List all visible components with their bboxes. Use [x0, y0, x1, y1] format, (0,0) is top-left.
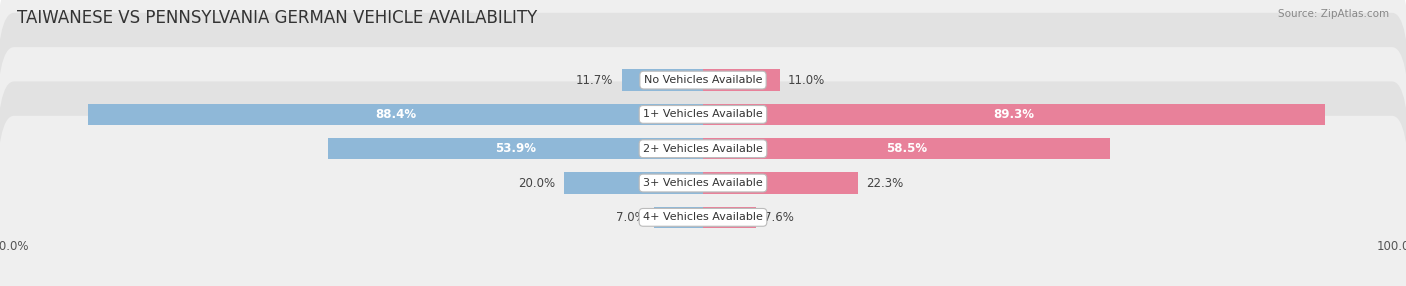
Text: 2+ Vehicles Available: 2+ Vehicles Available — [643, 144, 763, 154]
Text: 88.4%: 88.4% — [375, 108, 416, 121]
Text: 22.3%: 22.3% — [866, 176, 904, 190]
Bar — [87, 104, 703, 125]
Text: 3+ Vehicles Available: 3+ Vehicles Available — [643, 178, 763, 188]
Bar — [703, 104, 1324, 125]
FancyBboxPatch shape — [0, 13, 1406, 216]
Text: TAIWANESE VS PENNSYLVANIA GERMAN VEHICLE AVAILABILITY: TAIWANESE VS PENNSYLVANIA GERMAN VEHICLE… — [17, 9, 537, 27]
Bar — [703, 138, 1111, 159]
Bar — [703, 172, 858, 194]
Text: 11.0%: 11.0% — [787, 74, 825, 87]
FancyBboxPatch shape — [0, 0, 1406, 182]
Text: 11.7%: 11.7% — [576, 74, 613, 87]
Bar — [621, 69, 703, 91]
Bar — [654, 207, 703, 228]
Text: 4+ Vehicles Available: 4+ Vehicles Available — [643, 212, 763, 222]
Text: 53.9%: 53.9% — [495, 142, 536, 155]
Text: 89.3%: 89.3% — [993, 108, 1035, 121]
Text: 1+ Vehicles Available: 1+ Vehicles Available — [643, 110, 763, 119]
Text: 7.6%: 7.6% — [765, 211, 794, 224]
FancyBboxPatch shape — [0, 116, 1406, 286]
Text: 20.0%: 20.0% — [519, 176, 555, 190]
Text: No Vehicles Available: No Vehicles Available — [644, 75, 762, 85]
Text: 7.0%: 7.0% — [616, 211, 645, 224]
Bar — [328, 138, 703, 159]
Text: Source: ZipAtlas.com: Source: ZipAtlas.com — [1278, 9, 1389, 19]
Bar — [564, 172, 703, 194]
Text: 58.5%: 58.5% — [886, 142, 927, 155]
FancyBboxPatch shape — [0, 82, 1406, 285]
FancyBboxPatch shape — [0, 47, 1406, 250]
Bar — [703, 207, 756, 228]
Bar — [703, 69, 779, 91]
